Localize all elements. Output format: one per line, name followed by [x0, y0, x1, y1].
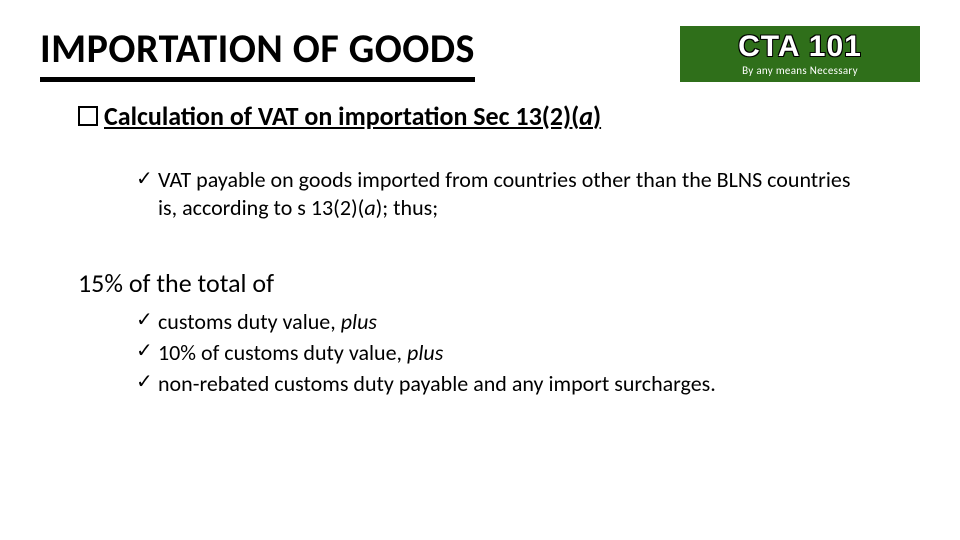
section-heading: Calculation of VAT on importation Sec 13… [78, 100, 920, 132]
bullet1-italic: a [364, 194, 375, 221]
title-underline [40, 77, 475, 82]
section-heading-text: Calculation of VAT on importation Sec 13… [104, 100, 601, 132]
logo-badge: CTA 101 By any means Necessary [680, 26, 920, 82]
list-item: ✓ customs duty value, plus [136, 307, 920, 336]
list-item: ✓ non-rebated customs duty payable and a… [136, 369, 920, 398]
item2-text: 10% of customs duty value, [158, 339, 407, 366]
sub-list-2: ✓ customs duty value, plus ✓ 10% of cust… [82, 307, 920, 398]
item1-text: customs duty value, [158, 308, 341, 335]
bullet1-part2: ); thus; [376, 194, 439, 221]
check-icon: ✓ [136, 166, 158, 192]
bullet1-text: VAT payable on goods imported from count… [158, 166, 860, 221]
logo-sub-text: By any means Necessary [742, 64, 858, 77]
title-wrap: IMPORTATION OF GOODS [40, 24, 475, 82]
slide: IMPORTATION OF GOODS CTA 101 By any mean… [0, 0, 960, 540]
sub-list-1: ✓ VAT payable on goods imported from cou… [82, 166, 920, 221]
bullet1-part1: VAT payable on goods imported from count… [158, 166, 850, 221]
plain-line: 15% of the total of [78, 267, 920, 299]
check-icon: ✓ [136, 369, 158, 395]
slide-title: IMPORTATION OF GOODS [40, 24, 475, 75]
list-item: ✓ VAT payable on goods imported from cou… [136, 166, 860, 221]
item1-italic: plus [341, 308, 377, 335]
item1: customs duty value, plus [158, 307, 377, 336]
header-row: IMPORTATION OF GOODS CTA 101 By any mean… [40, 24, 920, 82]
section-suffix: ) [593, 100, 601, 132]
content-area: Calculation of VAT on importation Sec 13… [40, 100, 920, 398]
check-icon: ✓ [136, 307, 158, 333]
logo-main-text: CTA 101 [738, 32, 862, 62]
list-item: ✓ 10% of customs duty value, plus [136, 338, 920, 367]
section-italic: a [579, 100, 593, 132]
square-bullet-icon [78, 106, 98, 126]
section-prefix: Calculation of VAT on importation Sec 13… [104, 100, 579, 132]
item2-italic: plus [407, 339, 443, 366]
item3-text: non-rebated customs duty payable and any… [158, 369, 716, 398]
item2: 10% of customs duty value, plus [158, 338, 443, 367]
check-icon: ✓ [136, 338, 158, 364]
